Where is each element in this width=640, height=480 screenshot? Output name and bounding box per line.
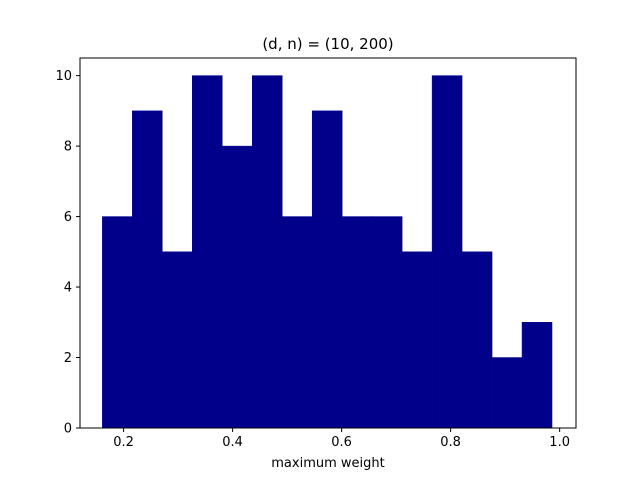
y-tick-label: 0 (64, 422, 72, 437)
histogram-bar (521, 322, 553, 429)
y-tick-label: 10 (55, 69, 72, 84)
x-tick-label: 0.8 (440, 435, 461, 450)
y-tick-label: 4 (64, 281, 72, 296)
histogram-bar (162, 251, 193, 429)
x-tick-label: 0.4 (222, 435, 243, 450)
histogram-bar (311, 110, 343, 429)
bars-group (102, 75, 553, 429)
histogram-bar (461, 251, 493, 429)
y-tick-label: 8 (64, 140, 72, 155)
histogram-bar (192, 75, 223, 429)
y-tick-label: 2 (64, 351, 72, 366)
x-tick-label: 0.2 (113, 435, 134, 450)
y-tick-label: 6 (64, 210, 72, 225)
x-tick-label: 1.0 (549, 435, 570, 450)
x-ticks: 0.2 0.4 0.6 0.8 1.0 (113, 428, 570, 450)
x-axis-label: maximum weight (271, 456, 384, 471)
histogram-bar (491, 357, 523, 429)
histogram-bar (222, 145, 253, 429)
x-tick-label: 0.6 (331, 435, 352, 450)
histogram-bar (281, 216, 313, 429)
histogram-bar (371, 216, 403, 429)
histogram-bar (132, 110, 163, 429)
histogram-bar (401, 251, 433, 429)
histogram-bar (341, 216, 373, 429)
histogram-bar (431, 75, 463, 429)
histogram-bar (102, 216, 133, 429)
histogram-bar (251, 75, 283, 429)
plot-frame (79, 57, 577, 429)
y-ticks: 0 2 4 6 8 10 (55, 69, 80, 437)
chart-title: (d, n) = (10, 200) (262, 35, 393, 53)
